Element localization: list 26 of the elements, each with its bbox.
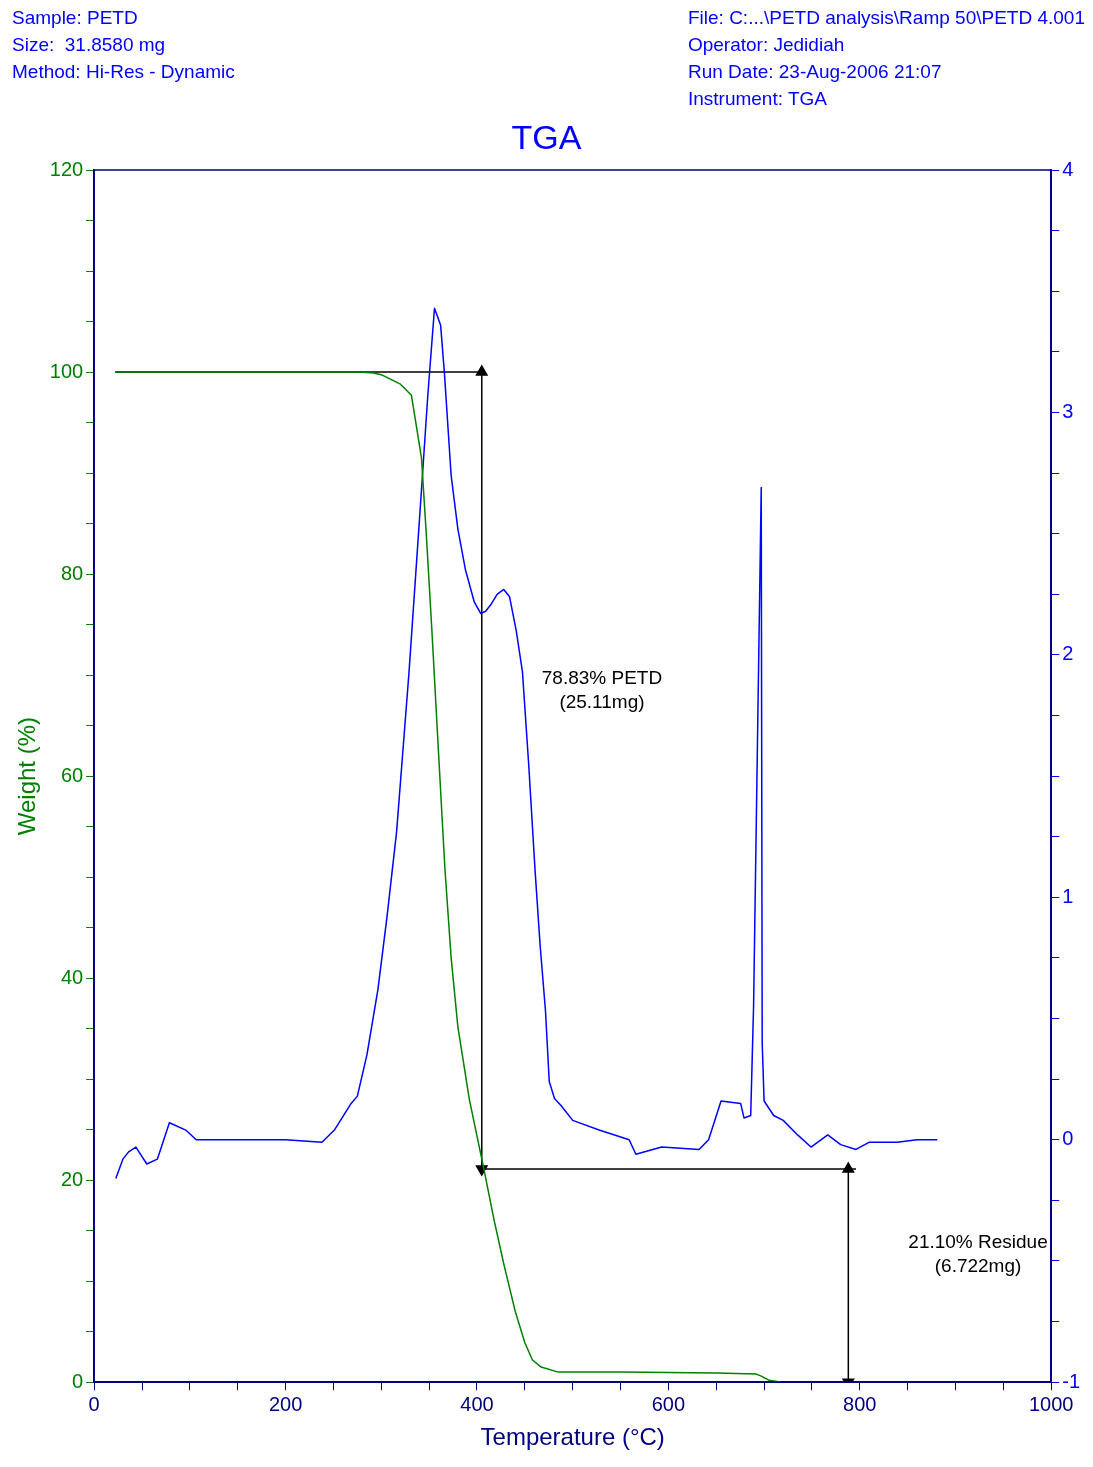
y-axis-title: Weight (%) [13, 716, 41, 836]
annotation: 21.10% Residue (6.722mg) [908, 1230, 1048, 1276]
text: Sample: PETD Size: 31.8580 mg Method: Hi-Res - Dynamic [12, 6, 235, 84]
y-tick-label: 0 [72, 1369, 84, 1392]
x-tick-label: 200 [268, 1392, 303, 1415]
chart-title: TGA [510, 118, 583, 157]
y2-tick-label: -1 [1062, 1369, 1081, 1392]
y-tick-label: 60 [60, 763, 84, 786]
y2-tick-label: 2 [1062, 642, 1074, 665]
x-tick-label: 1000 [1028, 1392, 1074, 1415]
x-tick-label: 400 [460, 1392, 494, 1415]
annotation: 78.83% PETD (25.11mg) [541, 667, 663, 713]
y2-tick-label: 0 [1062, 1127, 1074, 1150]
x-axis-title: Temperature (°C) [480, 1423, 665, 1451]
y-tick-label: 80 [60, 561, 84, 584]
y-tick-label: 40 [60, 965, 84, 988]
text: File: C:...\PETD analysis\Ramp 50\PETD 4.001 Operator: Jedidiah Run Date: 23-Aug-2006 21:07 Instrument: TGA [687, 6, 1085, 111]
y-tick-label: 20 [60, 1167, 84, 1190]
x-tick-label: 600 [651, 1392, 686, 1415]
y-tick-label: 100 [49, 359, 84, 382]
y2-tick-label: 4 [1062, 157, 1074, 180]
y2-tick-label: 3 [1062, 399, 1074, 422]
y-tick-label: 120 [49, 157, 84, 180]
x-tick-label: 800 [843, 1392, 877, 1415]
x-tick-label: 0 [88, 1392, 100, 1415]
y2-tick-label: 1 [1062, 884, 1074, 907]
